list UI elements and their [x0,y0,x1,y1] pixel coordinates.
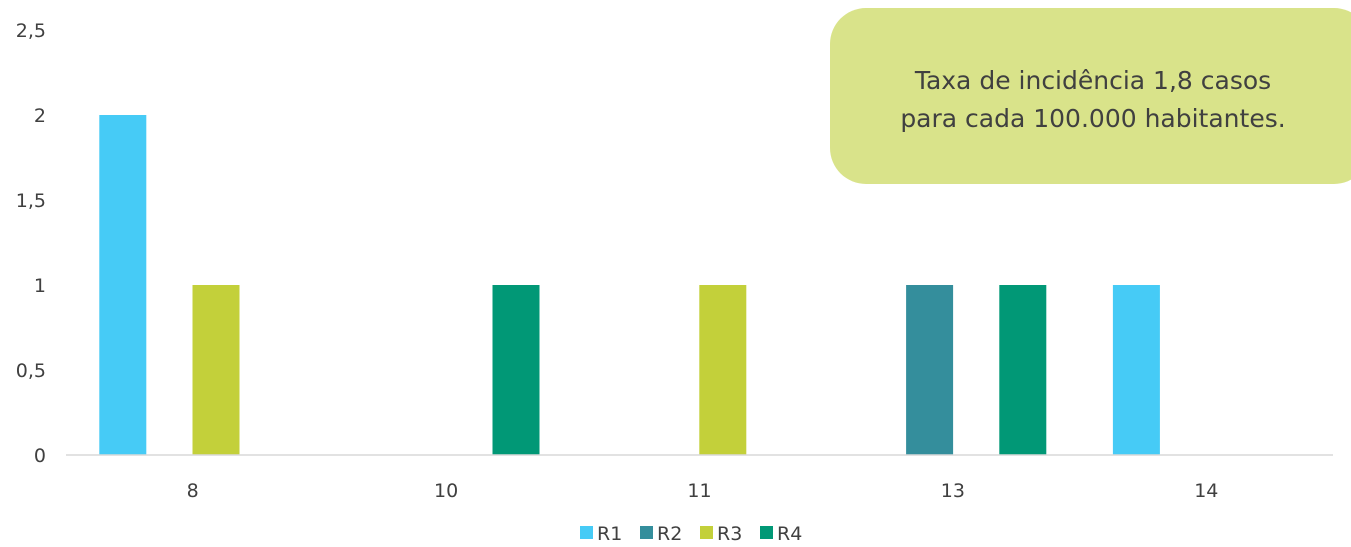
legend-label-r4: R4 [777,523,802,545]
x-tick-label: 13 [941,480,965,502]
legend-swatch-r2 [640,526,653,539]
legend-label-r3: R3 [717,523,742,545]
x-axis-ticks: 8 10 11 13 14 [187,480,1219,502]
callout-line-2: para cada 100.000 habitantes. [900,104,1286,133]
legend-swatch-r1 [580,526,593,539]
bars [99,115,1160,455]
bar-r3-11 [699,285,747,455]
legend: R1 R2 R3 R4 [580,523,802,545]
incidence-callout-text: Taxa de incidência 1,8 casos para cada 1… [848,62,1338,138]
bar-r4-13 [999,285,1047,455]
callout-line-1: Taxa de incidência 1,8 casos [914,66,1272,95]
y-tick-label: 0 [34,445,46,467]
x-tick-label: 11 [687,480,711,502]
incidence-callout [830,8,1351,184]
bar-r4-10 [492,285,540,455]
bar-r1-14 [1112,285,1160,455]
y-tick-label: 2 [34,105,46,127]
x-tick-label: 14 [1194,480,1218,502]
legend-swatch-r4 [760,526,773,539]
x-tick-label: 8 [187,480,199,502]
legend-label-r2: R2 [657,523,682,545]
y-tick-label: 0,5 [16,360,46,382]
y-tick-label: 2,5 [16,20,46,42]
bar-r1-8 [99,115,147,455]
legend-label-r1: R1 [597,523,622,545]
y-tick-label: 1 [34,275,46,297]
legend-swatch-r3 [700,526,713,539]
bar-r3-8 [192,285,240,455]
bar-r2-13 [906,285,954,455]
y-axis-ticks: 0 0,5 1 1,5 2 2,5 [16,20,46,467]
x-tick-label: 10 [434,480,458,502]
y-tick-label: 1,5 [16,190,46,212]
